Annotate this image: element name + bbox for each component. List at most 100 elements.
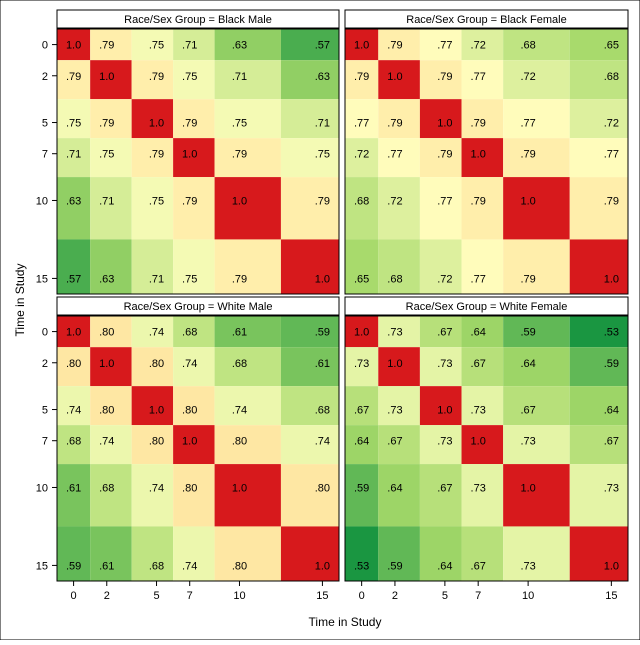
cell-value-label: .79 [315,195,330,207]
cell-value-label: .59 [315,327,330,339]
heatmap-cell [131,526,174,581]
cell-value-label: .75 [99,149,114,161]
cell-value-label: 1.0 [149,405,164,417]
heatmap-cell [214,138,281,178]
heatmap-panel-1: Race/Sex Group = Black Male 1.0 .79 .75 .71.… [56,9,340,295]
cell-value-label: .64 [471,327,486,339]
cell-value-label: .79 [471,118,486,130]
cell-value-label: .80 [232,560,247,572]
cell-value-label: .64 [354,436,369,448]
cell-value-label: .79 [182,195,197,207]
y-tick-label: 2 [42,358,48,370]
panel-title: Race/Sex Group = Black Female [406,14,567,26]
heatmap-cell [173,425,215,465]
heatmap-cell [503,526,570,581]
heatmap-cell [57,464,91,527]
heatmap-cell [280,177,339,240]
heatmap-cell [569,316,628,348]
heatmap-cell [378,99,420,139]
cell-value-label: .79 [437,71,452,83]
heatmap-cell [378,316,420,348]
heatmap-cell [280,386,339,426]
y-tick-label: 15 [36,273,48,285]
heatmap-cell [173,239,215,294]
cell-value-label: .68 [520,40,535,52]
cell-value-label: .71 [66,149,81,161]
cell-value-label: .67 [354,405,369,417]
cell-value-label: .74 [182,560,197,572]
panels-layer: Race/Sex Group = Black Male 1.0 .79 .75 .71.… [56,9,629,582]
x-tick-label: 2 [104,590,110,602]
cell-value-label: .63 [66,195,81,207]
heatmap-cell [280,138,339,178]
heatmap-cell [280,347,339,387]
cell-value-label: .63 [232,40,247,52]
heatmap-cell [90,526,132,581]
heatmap-cell [503,177,570,240]
heatmap-cell [280,29,339,61]
heatmap-cell [57,138,91,178]
panel-title: Race/Sex Group = Black Male [124,14,272,26]
heatmap-cell [173,464,215,527]
heatmap-cell [90,29,132,61]
cell-value-label: .73 [437,358,452,370]
heatmap-cell [345,526,379,581]
x-tick-label: 0 [359,590,365,602]
heatmap-cell [131,60,174,100]
cell-value-label: .79 [471,195,486,207]
cell-value-label: 1.0 [471,436,486,448]
cell-value-label: 1.0 [315,560,330,572]
heatmap-cell [131,316,174,348]
cell-value-label: 1.0 [232,195,247,207]
cell-value-label: .73 [387,405,402,417]
cell-value-label: .80 [315,482,330,494]
y-tick-label: 7 [42,436,48,448]
heatmap-cell [345,99,379,139]
heatmap-cell [214,464,281,527]
y-tick-label: 2 [42,71,48,83]
heatmap-cell [345,177,379,240]
heatmap-cell [214,29,281,61]
heatmap-cell [378,60,420,100]
x-tick-label: 10 [233,590,245,602]
heatmap-cell [378,386,420,426]
cell-value-label: .67 [471,358,486,370]
y-tick-label: 5 [42,118,48,130]
cell-value-label: .53 [604,327,619,339]
heatmap-cell [57,239,91,294]
cell-value-label: 1.0 [232,482,247,494]
cell-value-label: .77 [471,273,486,285]
heatmap-cell [503,316,570,348]
heatmap-cell [57,425,91,465]
cell-value-label: .79 [604,195,619,207]
cell-value-label: 1.0 [437,118,452,130]
cell-value-label: .79 [437,149,452,161]
heatmap-cell [569,464,628,527]
heatmap-cell [280,99,339,139]
x-tick-label: 15 [316,590,328,602]
cell-value-label: .80 [182,405,197,417]
heatmap-cell [378,138,420,178]
x-tick-label: 15 [605,590,617,602]
heatmap-cell [345,347,379,387]
x-tick-label: 10 [522,590,534,602]
heatmap-cell [57,386,91,426]
heatmap-cell [378,177,420,240]
heatmap-cell [214,347,281,387]
heatmap-cell [57,526,91,581]
heatmap-cell [131,239,174,294]
x-tick-label: 2 [392,590,398,602]
heatmap-cell [280,425,339,465]
panel-header [56,9,340,29]
heatmap-cell [378,425,420,465]
heatmap-cell [345,138,379,178]
cell-value-label: .77 [604,149,619,161]
x-tick-label: 5 [153,590,159,602]
cell-value-label: .79 [354,71,369,83]
heatmap-cell [90,177,132,240]
heatmap-cell [214,316,281,348]
heatmap-cell [173,316,215,348]
cell-value-label: 1.0 [604,273,619,285]
cell-value-label: .72 [354,149,369,161]
heatmap-cell [214,425,281,465]
